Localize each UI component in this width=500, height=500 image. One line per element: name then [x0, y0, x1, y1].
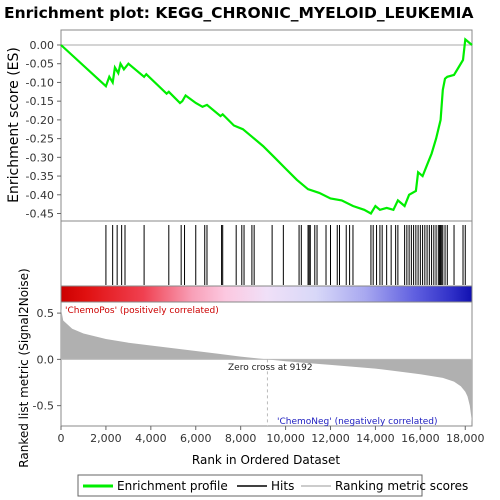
legend-profile-label: Enrichment profile — [117, 479, 228, 493]
neg-correlated-label: 'ChemoNeg' (negatively correlated) — [277, 417, 438, 427]
legend: Enrichment profile Hits Ranking metric s… — [77, 474, 468, 497]
pos-correlated-label: 'ChemoPos' (positively correlated) — [65, 306, 219, 316]
es-y-tick-label: 0.00 — [30, 39, 55, 52]
es-y-tick-label: -0.30 — [26, 151, 54, 164]
metric-y-tick-label: 0.5 — [37, 307, 55, 320]
es-y-tick-label: -0.15 — [26, 95, 54, 108]
hits-panel — [60, 220, 473, 287]
es-y-tick-label: -0.35 — [26, 170, 54, 183]
es-y-tick-label: -0.45 — [26, 208, 54, 221]
metric-y-axis: 0.5 0.0 -0.5 — [33, 307, 61, 413]
zero-cross-label: Zero cross at 9192 — [228, 363, 313, 373]
x-tick-label: 2,000 — [90, 432, 122, 445]
x-axis-label: Rank in Ordered Dataset — [192, 453, 340, 467]
x-tick-label: 16,000 — [401, 432, 440, 445]
x-tick-label: 10,000 — [266, 432, 305, 445]
x-tick-label: 6,000 — [180, 432, 212, 445]
ranking-color-bar — [60, 285, 473, 303]
x-axis: 0 2,000 4,000 6,000 8,000 10,000 12,000 14,000 1… — [58, 426, 485, 445]
x-tick-label: 0 — [58, 432, 65, 445]
enrichment-profile-line — [60, 37, 473, 215]
es-y-tick-label: -0.05 — [26, 58, 54, 71]
legend-hits-label: Hits — [271, 479, 294, 493]
metric-y-tick-label: 0.0 — [37, 353, 55, 366]
legend-metric-label: Ranking metric scores — [335, 479, 468, 493]
x-tick-label: 18,000 — [446, 432, 485, 445]
ranking-metric-area — [61, 308, 472, 423]
es-y-tick-label: -0.40 — [26, 189, 54, 202]
es-panel — [60, 29, 473, 222]
x-tick-label: 4,000 — [135, 432, 167, 445]
es-y-axis-label: Enrichment score (ES) — [6, 47, 22, 203]
es-y-tick-label: -0.10 — [26, 76, 54, 89]
x-tick-label: 14,000 — [356, 432, 395, 445]
x-tick-label: 8,000 — [225, 432, 257, 445]
hit-markers — [105, 225, 466, 285]
x-tick-label: 12,000 — [311, 432, 350, 445]
es-y-tick-label: -0.25 — [26, 133, 54, 146]
es-y-tick-label: -0.20 — [26, 114, 54, 127]
metric-y-tick-label: -0.5 — [33, 400, 54, 413]
metric-y-axis-label: Ranked list metric (Signal2Noise) — [17, 268, 31, 467]
es-y-axis: 0.00 -0.05 -0.10 -0.15 -0.20 -0.25 -0.30 -0.35 -… — [26, 39, 61, 221]
chart-title: Enrichment plot: KEGG_CHRONIC_MYELOID_LE… — [4, 4, 473, 22]
